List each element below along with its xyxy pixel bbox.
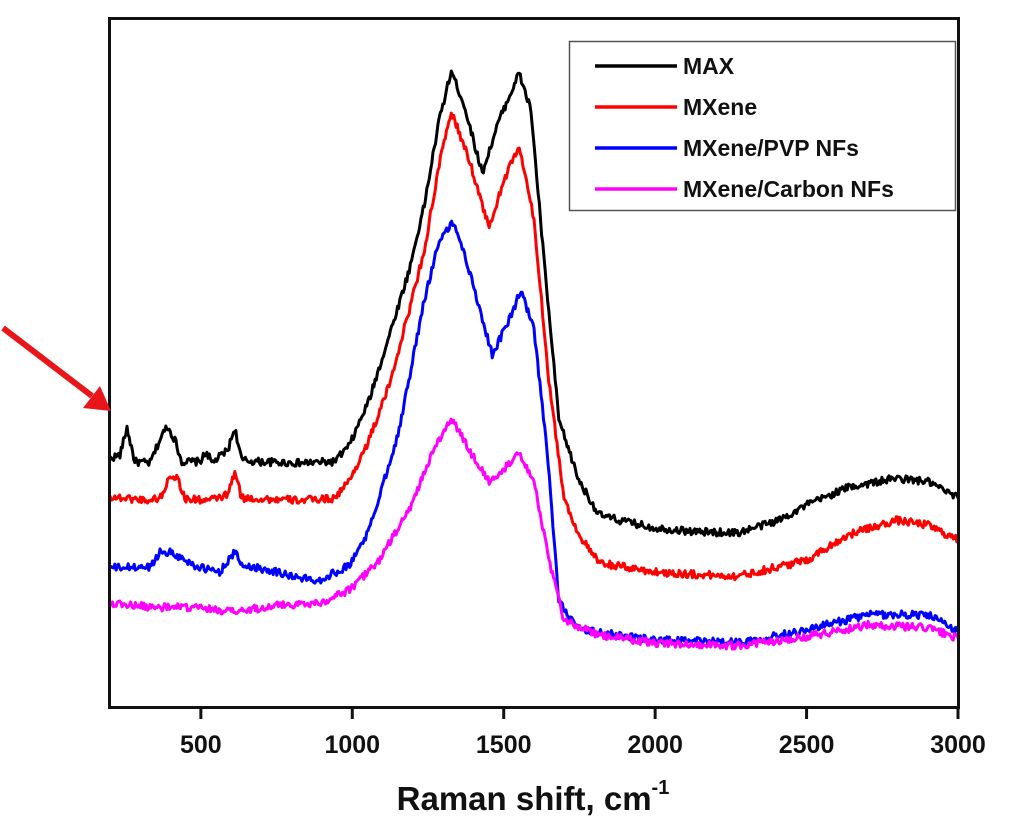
legend-label: MXene/Carbon NFs [683, 176, 894, 202]
x-tick-label: 1500 [476, 731, 532, 759]
x-axis-ticks: 500 1000 1500 2000 2500 3000 [180, 707, 986, 759]
series-line-mxene-pvp-nfs [110, 219, 958, 647]
x-axis-title-text: Raman shift, cm [397, 780, 652, 817]
arrow-shaft [1, 325, 94, 399]
x-tick-label: 1000 [324, 731, 380, 759]
series-line-max [110, 69, 958, 538]
red-arrow-annotation [1, 325, 111, 411]
legend-label: MAX [683, 53, 735, 79]
x-axis-title: Raman shift, cm-1 [397, 777, 670, 817]
x-tick-label: 3000 [930, 731, 986, 759]
x-axis-title-superscript: -1 [652, 777, 670, 799]
series-line-mxene-carbon-nfs [110, 417, 958, 651]
arrow-head [83, 386, 111, 411]
series-layer [110, 69, 958, 651]
legend-label: MXene/PVP NFs [683, 135, 859, 161]
series-line-mxene [110, 111, 958, 582]
x-tick-label: 2000 [627, 731, 683, 759]
legend-box [568, 40, 957, 212]
legend: MAX MXene MXene/PVP NFs MXene/Carbon NFs [568, 40, 957, 212]
plot-frame [108, 17, 960, 709]
x-tick-label: 500 [180, 731, 222, 759]
legend-label: MXene [683, 94, 757, 120]
x-tick-label: 2500 [779, 731, 835, 759]
